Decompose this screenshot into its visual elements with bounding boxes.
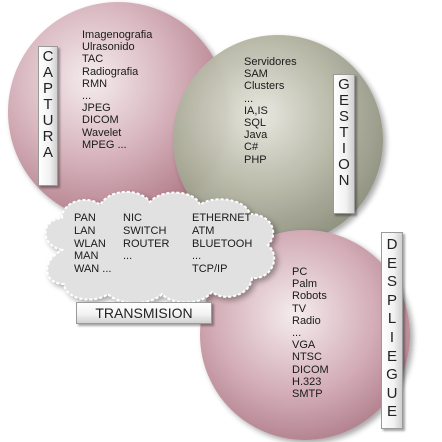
gestion-item: Servidores [244,56,297,68]
transmision-item: LAN [74,224,96,237]
gestion-item: ... [244,92,254,105]
despliegue-item: NTSC [292,351,322,364]
captura-item: JPEG [82,102,111,115]
gestion-item: SAM [244,68,268,81]
captura-item: DICOM [82,114,119,127]
transmision-item: ... [123,250,133,263]
despliegue-item: SMTP [292,388,323,401]
despliegue-circle [200,230,410,440]
captura-label-letter: T [43,96,53,113]
despliegue-label-letter: D [386,236,398,253]
despliegue-label-letter: G [386,366,398,384]
transmision-item: BLUETOOH [192,237,253,250]
transmision-cloud [44,190,275,304]
gestion-label-letter: G [338,76,350,93]
captura-items-list: Imagenografia Ulrasonido TAC Radiografia RMN… [82,29,152,151]
captura-label-letter: A [42,64,53,81]
transmision-item: ... [192,250,202,263]
gestion-item: C# [244,141,259,154]
despliegue-item: VGA [292,339,316,352]
captura-item: MPEG ... [82,138,127,151]
transmision-item: ROUTER [123,237,170,250]
captura-label-letter: C [42,48,54,65]
despliegue-item: DICOM [292,363,329,376]
gestion-item: IA,IS [244,104,268,117]
captura-item: Ulrasonido [82,41,135,54]
transmision-item: TCP/IP [192,263,228,276]
transmision-item: MAN [74,250,99,263]
gestion-circle [173,35,383,245]
transmision-item: PAN [74,212,96,224]
transmision-col-2: NIC SWITCH ROUTER... [123,212,169,263]
captura-label-letter: P [42,80,53,97]
gestion-label-letter: T [339,124,349,141]
gestion-label-letter: N [338,172,350,189]
gestion-label-letter: S [338,108,349,125]
gestion-label-letter: E [338,92,349,109]
transmision-item: ETHERNET [192,212,252,224]
captura-circle [8,2,228,222]
gestion-items-list: Servidores SAM Clusters... IA,IS SQL Java C# PH… [244,56,297,166]
captura-label-letter: U [42,112,54,129]
transmision-item: ATM [192,224,215,237]
captura-item: Imagenografia [82,29,153,41]
gestion-item: Clusters [244,80,285,93]
gestion-item: SQL [244,117,267,130]
despliegue-item: ... [292,327,302,340]
captura-item: ... [82,90,92,103]
captura-item: RMN [82,77,108,90]
transmision-item: NIC [123,212,142,224]
transmision-item: WAN ... [74,263,112,276]
captura-item: Radiografia [82,65,139,78]
captura-label-letter: A [42,144,53,161]
captura-label-letter: R [42,128,54,145]
despliegue-label-letter: I [389,328,395,346]
despliegue-item: Radio [292,314,321,327]
despliegue-items-list: PC Palm Robots TV Radio... VGA NTSC DICOM H.323 S… [292,266,329,400]
captura-item: Wavelet [82,126,122,139]
despliegue-label-letter: S [386,273,397,291]
despliegue-label-letter: E [386,403,397,421]
despliegue-item: TV [292,302,307,315]
despliegue-label-letter: P [386,291,397,309]
despliegue-item: Robots [292,290,327,303]
despliegue-label-letter: E [386,254,397,272]
gestion-item: Java [244,129,268,142]
despliegue-label-letter: L [387,310,397,328]
gestion-item: PHP [244,153,267,166]
captura-item: TAC [82,53,104,66]
transmision-col-1: PAN LAN WLAN MAN WAN ... [74,212,111,276]
despliegue-item: H.323 [292,375,322,388]
transmision-label: TRANSMISION [76,302,212,324]
transmision-item: SWITCH [123,224,167,237]
transmision-col-3: ETHERNET ATM BLUETOOH... TCP/IP [192,212,252,276]
despliegue-item: Palm [292,278,318,291]
gestion-label-letter: O [338,156,350,173]
despliegue-item: PC [292,266,308,278]
despliegue-label-letter: E [386,347,397,365]
transmision-item: WLAN [74,237,106,250]
despliegue-label-letter: U [386,384,398,402]
gestion-label-letter: I [341,140,347,157]
